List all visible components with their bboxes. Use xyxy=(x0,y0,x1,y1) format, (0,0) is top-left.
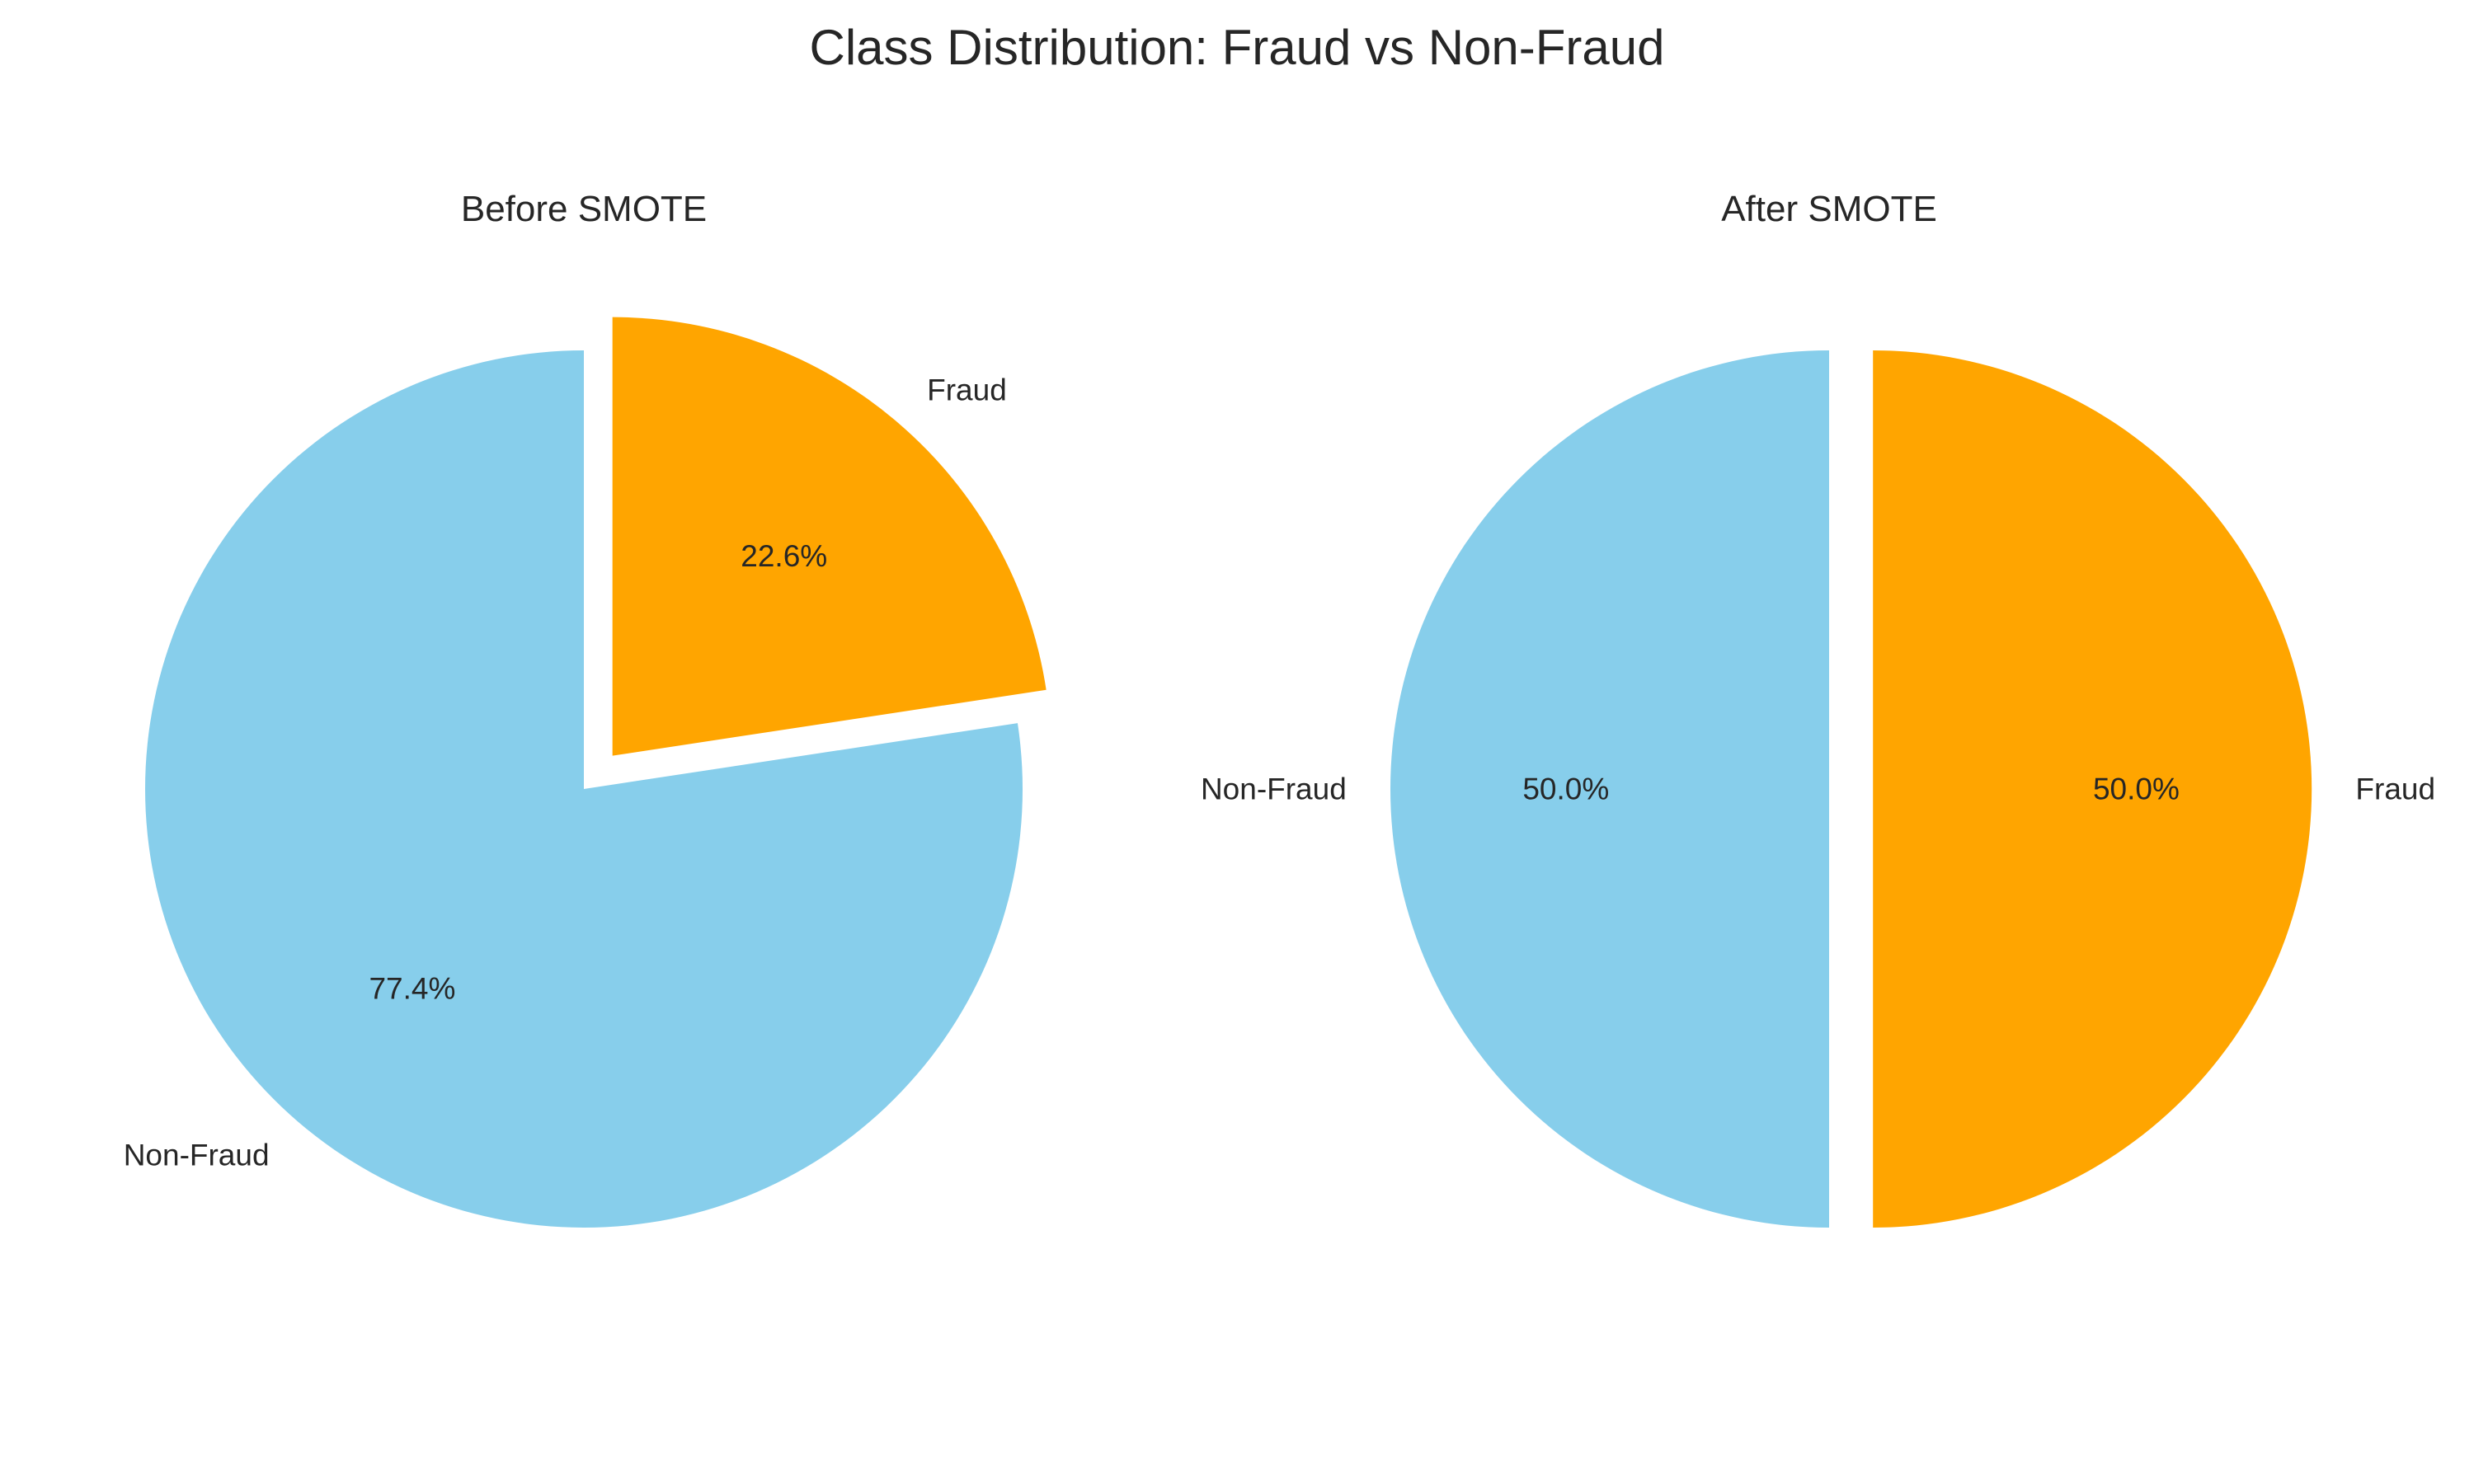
pie-slice-non-fraud-before-smote xyxy=(145,350,1023,1228)
pie-slice-fraud-after-smote xyxy=(1873,350,2312,1228)
slices-before-smote: 22.6% Fraud 77.4% Non-Fraud xyxy=(124,317,1047,1228)
pct-label-non-fraud-after-smote: 50.0% xyxy=(1522,773,1609,806)
pie-chart-after-smote: After SMOTE 50.0% Fraud 50.0% Non-Fraud xyxy=(1201,189,2435,1228)
pct-label-fraud-before-smote: 22.6% xyxy=(741,539,827,573)
pie-slice-fraud-before-smote xyxy=(612,317,1047,756)
chart-title-after-smote: After SMOTE xyxy=(1721,189,1937,229)
pct-label-non-fraud-before-smote: 77.4% xyxy=(369,972,455,1006)
pct-label-fraud-after-smote: 50.0% xyxy=(2093,773,2180,806)
pie-slice-non-fraud-after-smote xyxy=(1390,350,1829,1228)
figure-title: Class Distribution: Fraud vs Non-Fraud xyxy=(809,20,1664,75)
pie-chart-before-smote: Before SMOTE 22.6% Fraud 77.4% Non-Fraud xyxy=(124,189,1047,1228)
slice-label-non-fraud-after-smote: Non-Fraud xyxy=(1201,773,1347,806)
chart-title-before-smote: Before SMOTE xyxy=(461,189,707,229)
slices-after-smote: 50.0% Fraud 50.0% Non-Fraud xyxy=(1201,350,2435,1228)
slice-label-non-fraud-before-smote: Non-Fraud xyxy=(124,1138,270,1172)
slice-label-fraud-after-smote: Fraud xyxy=(2355,773,2435,806)
slice-label-fraud-before-smote: Fraud xyxy=(927,373,1007,406)
